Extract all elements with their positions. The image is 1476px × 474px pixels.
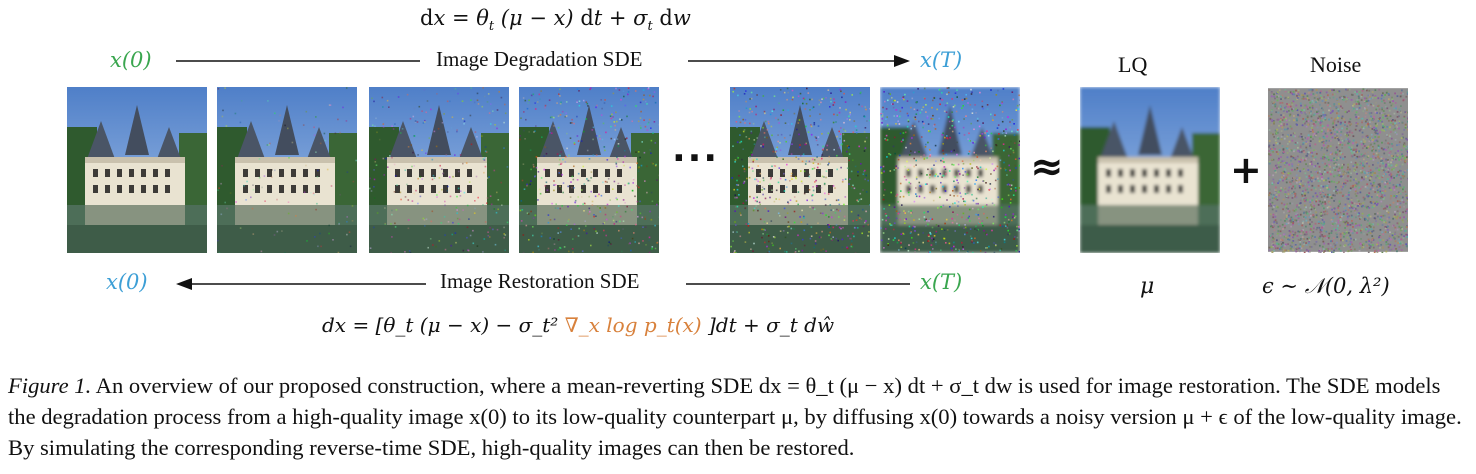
degradation-sde-label: Image Degradation SDE	[436, 47, 643, 71]
noise-image	[1268, 88, 1408, 253]
tile-step-1-image	[217, 87, 357, 253]
caption-lead: Figure 1.	[8, 373, 92, 398]
noise-tile	[1268, 87, 1410, 253]
lq-title: LQ	[1118, 52, 1148, 77]
plus-symbol: +	[1230, 148, 1262, 192]
degradation-end-label: x(T)	[920, 48, 963, 72]
tile-lq	[1080, 87, 1220, 253]
lq-symbol: μ	[1140, 274, 1155, 299]
restoration-arrow	[176, 278, 910, 290]
restoration-sde-label: Image Restoration SDE	[440, 269, 640, 293]
tile-step-3-image	[519, 87, 659, 253]
bottom-eq-left: dx = [θ_t (μ − x) − σ_t²	[322, 313, 565, 337]
noise-title: Noise	[1310, 52, 1362, 77]
tile-step-3	[519, 87, 659, 253]
approx-symbol: ≈	[1030, 144, 1064, 190]
bottom-equation: dx = [θ_t (μ − x) − σ_t² ∇_x log p_t(x) …	[322, 313, 834, 337]
tile-xT	[880, 87, 1020, 253]
tile-step-2-image	[369, 87, 509, 253]
tile-xT-image	[880, 87, 1020, 253]
tile-step-2	[369, 87, 509, 253]
tile-step-1	[217, 87, 357, 253]
noise-symbol: ϵ ∼ 𝒩(0, λ²)	[1262, 274, 1390, 298]
tile-x0-image	[67, 87, 207, 253]
tile-x0	[67, 87, 207, 253]
score-term: ∇_x log p_t(x)	[564, 313, 702, 337]
figure-caption: Figure 1. An overview of our proposed co…	[8, 370, 1468, 463]
restoration-end-label: x(T)	[920, 270, 963, 294]
tile-lq-image	[1080, 87, 1220, 253]
restoration-start-label: x(0)	[106, 270, 148, 294]
ellipsis: ···	[672, 138, 720, 179]
top-equation: dx = θt (μ − x) dt + σt dw	[420, 6, 691, 35]
degradation-arrow	[176, 55, 910, 67]
caption-body: An overview of our proposed construction…	[8, 373, 1462, 460]
degradation-start-label: x(0)	[110, 48, 152, 72]
tile-step-4	[730, 87, 870, 253]
bottom-eq-right: ]dt + σ_t dŵ	[701, 313, 835, 337]
tile-step-4-image	[730, 87, 870, 253]
